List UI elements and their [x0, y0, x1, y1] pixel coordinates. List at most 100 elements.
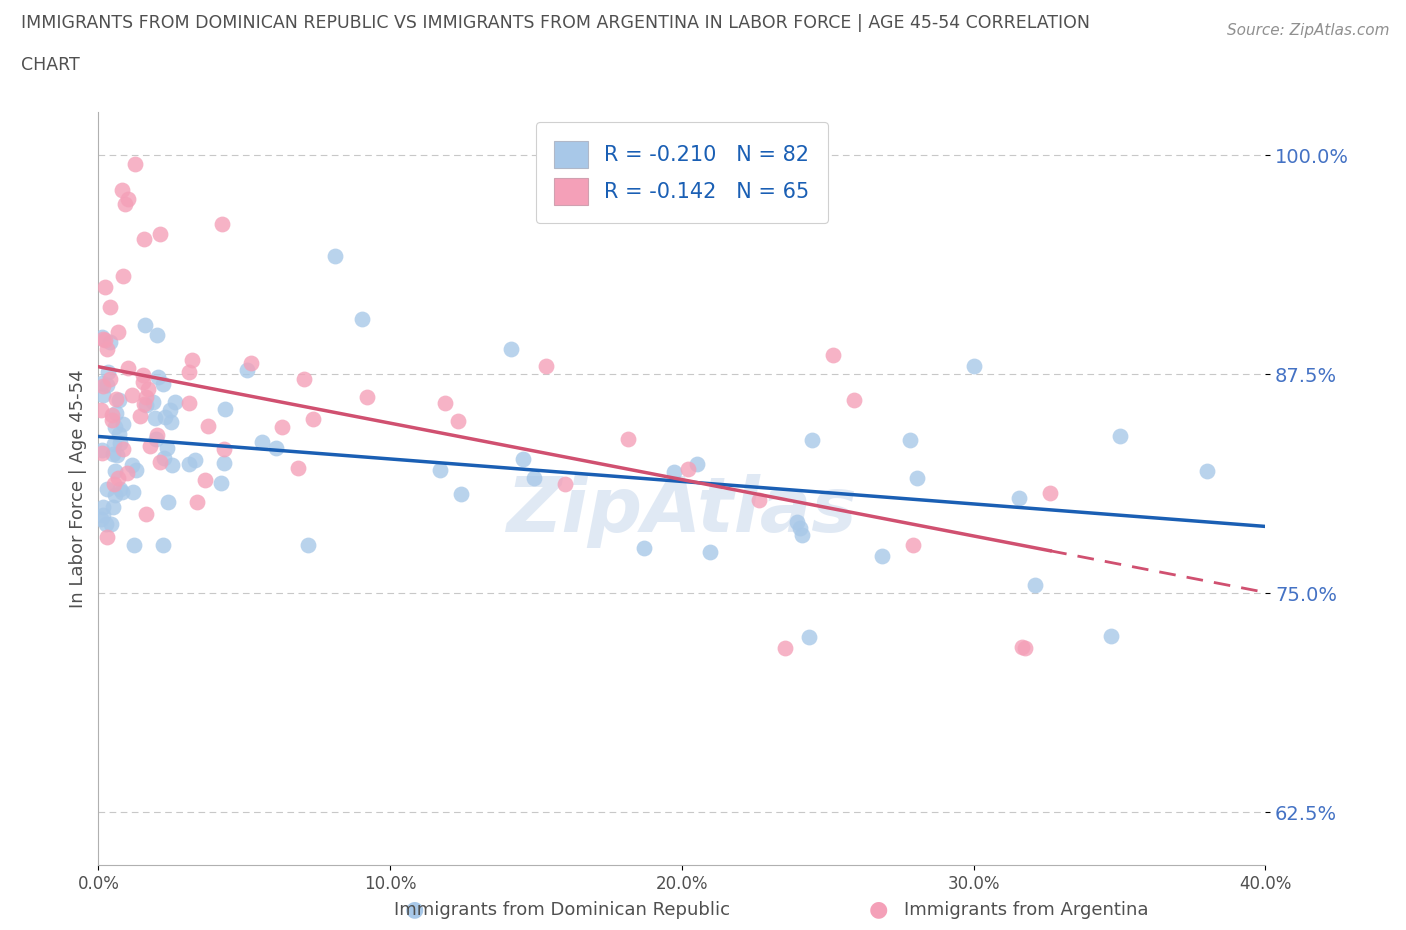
Text: IMMIGRANTS FROM DOMINICAN REPUBLIC VS IMMIGRANTS FROM ARGENTINA IN LABOR FORCE |: IMMIGRANTS FROM DOMINICAN REPUBLIC VS IM…	[21, 14, 1090, 32]
Point	[91, 376, 114, 391]
Point	[177, 365, 200, 379]
Text: ●: ●	[869, 899, 889, 920]
Point	[302, 411, 325, 426]
Point	[775, 640, 797, 655]
Point	[434, 395, 457, 410]
Point	[177, 396, 200, 411]
Point	[898, 432, 921, 447]
Point	[633, 541, 655, 556]
Point	[239, 356, 262, 371]
Point	[143, 410, 166, 425]
Point	[91, 499, 114, 514]
Point	[786, 514, 808, 529]
Point	[91, 329, 114, 344]
Point	[1039, 485, 1062, 500]
Point	[962, 358, 984, 373]
Point	[132, 375, 155, 390]
Point	[111, 485, 134, 500]
Point	[149, 226, 172, 241]
Point	[93, 379, 115, 393]
Point	[96, 341, 118, 356]
Point	[903, 538, 925, 552]
Point	[108, 482, 131, 497]
Point	[153, 451, 176, 466]
Point	[100, 517, 122, 532]
Point	[103, 437, 125, 452]
Point	[554, 476, 576, 491]
Point	[429, 463, 451, 478]
Point	[1007, 490, 1029, 505]
Text: Source: ZipAtlas.com: Source: ZipAtlas.com	[1226, 23, 1389, 38]
Point	[134, 232, 156, 246]
Point	[905, 471, 928, 485]
Point	[101, 446, 124, 461]
Point	[699, 544, 721, 559]
Point	[870, 549, 893, 564]
Point	[117, 192, 139, 206]
Point	[98, 334, 121, 349]
Point	[107, 471, 129, 485]
Point	[91, 445, 114, 460]
Point	[96, 529, 118, 544]
Point	[124, 462, 146, 477]
Point	[107, 427, 129, 442]
Point	[214, 401, 236, 416]
Point	[197, 418, 219, 433]
Point	[117, 360, 139, 375]
Point	[297, 538, 319, 552]
Point	[270, 419, 292, 434]
Point	[91, 443, 114, 458]
Point	[91, 388, 114, 403]
Legend: R = -0.210   N = 82, R = -0.142   N = 65: R = -0.210 N = 82, R = -0.142 N = 65	[536, 122, 828, 223]
Point	[132, 367, 155, 382]
Point	[194, 473, 217, 488]
Point	[94, 280, 117, 295]
Point	[149, 455, 172, 470]
Point	[617, 432, 640, 446]
Point	[523, 471, 546, 485]
Point	[138, 381, 160, 396]
Point	[91, 508, 114, 523]
Point	[180, 352, 202, 367]
Point	[801, 432, 824, 447]
Point	[112, 441, 135, 456]
Point	[110, 435, 132, 450]
Point	[152, 538, 174, 553]
Point	[134, 317, 156, 332]
Point	[1195, 463, 1218, 478]
Point	[139, 438, 162, 453]
Point	[104, 487, 127, 502]
Point	[104, 419, 127, 434]
Point	[252, 434, 274, 449]
Text: Immigrants from Dominican Republic: Immigrants from Dominican Republic	[395, 900, 730, 919]
Point	[103, 477, 125, 492]
Point	[111, 183, 134, 198]
Text: Immigrants from Argentina: Immigrants from Argentina	[904, 900, 1149, 919]
Point	[135, 389, 157, 404]
Point	[686, 456, 709, 471]
Text: ●: ●	[405, 899, 425, 920]
Point	[105, 405, 128, 420]
Point	[447, 413, 470, 428]
Point	[499, 341, 522, 356]
Point	[209, 475, 232, 490]
Point	[160, 415, 183, 430]
Point	[98, 371, 121, 386]
Point	[111, 417, 134, 432]
Point	[135, 397, 157, 412]
Point	[146, 327, 169, 342]
Point	[124, 538, 146, 552]
Point	[100, 407, 122, 422]
Point	[105, 447, 128, 462]
Point	[111, 268, 134, 283]
Point	[184, 453, 207, 468]
Point	[157, 495, 180, 510]
Point	[792, 528, 814, 543]
Point	[152, 377, 174, 392]
Point	[105, 392, 128, 406]
Point	[512, 452, 534, 467]
Point	[96, 482, 118, 497]
Point	[129, 408, 152, 423]
Point	[96, 379, 118, 393]
Point	[676, 461, 699, 476]
